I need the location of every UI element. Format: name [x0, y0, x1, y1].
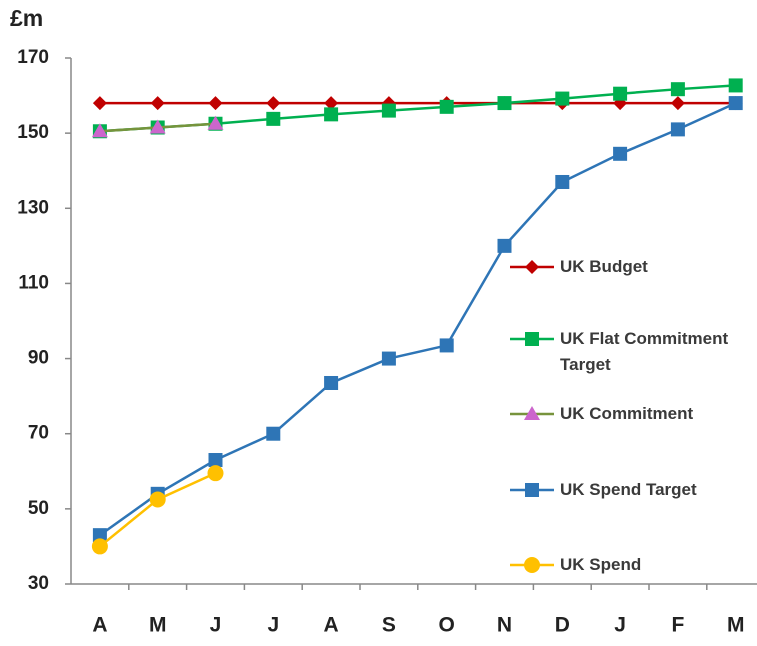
marker: [92, 528, 107, 543]
marker: [266, 111, 281, 126]
x-tick-label: S: [382, 614, 396, 637]
marker: [525, 332, 539, 346]
marker: [208, 96, 223, 111]
x-tick-label: D: [555, 614, 570, 637]
marker: [670, 122, 685, 137]
marker: [524, 406, 540, 420]
marker: [670, 96, 685, 111]
x-tick-label: A: [324, 614, 339, 637]
marker: [381, 103, 396, 118]
series-line: [99, 472, 217, 548]
marker: [150, 96, 165, 111]
x-tick-label: O: [439, 614, 455, 637]
x-tick-label: J: [614, 614, 626, 637]
marker: [324, 107, 339, 122]
series-line: [99, 101, 737, 537]
y-tick-label: 50: [28, 498, 49, 519]
marker: [381, 351, 396, 366]
y-tick-label: 170: [17, 47, 49, 68]
marker: [266, 96, 281, 111]
legend-swatch: [510, 483, 554, 497]
marker: [207, 115, 224, 130]
x-tick-label: A: [92, 614, 107, 637]
y-tick-label: 110: [18, 272, 49, 293]
x-tick-label: J: [267, 614, 279, 637]
legend-swatch: [510, 260, 554, 274]
y-tick-label: 70: [28, 423, 49, 444]
marker: [728, 78, 743, 93]
legend-item: UK Spend Target: [508, 477, 750, 503]
legend-item: UK Flat Commitment Target: [508, 326, 750, 378]
marker: [149, 119, 166, 134]
marker: [555, 174, 570, 189]
marker: [497, 96, 512, 111]
x-tick-label: M: [149, 614, 167, 637]
legend-swatch: [510, 332, 554, 346]
y-tick-label: 30: [28, 573, 49, 594]
legend-label: UK Budget: [560, 257, 648, 276]
marker: [613, 86, 628, 101]
marker: [149, 491, 166, 508]
legend-item: UK Spend: [508, 552, 750, 578]
marker: [208, 453, 223, 468]
x-tick-label: M: [727, 614, 745, 637]
marker: [91, 538, 108, 555]
legend-item: UK Commitment: [508, 401, 750, 427]
marker: [728, 96, 743, 111]
legend-label: UK Spend: [560, 555, 642, 574]
legend-swatch: [510, 406, 554, 420]
marker: [525, 260, 539, 274]
legend-swatch: [510, 557, 554, 573]
y-tick-label: 150: [17, 122, 49, 143]
x-tick-label: J: [210, 614, 222, 637]
marker: [613, 146, 628, 161]
marker: [92, 96, 107, 111]
legend-label: UK Commitment: [560, 404, 694, 423]
marker: [525, 483, 539, 497]
marker: [266, 426, 281, 441]
marker: [324, 96, 339, 111]
marker: [207, 465, 224, 482]
x-tick-label: N: [497, 614, 512, 637]
chart-title: £m: [10, 5, 43, 31]
legend-label: UK Spend Target: [560, 480, 697, 499]
marker: [91, 123, 108, 138]
marker: [439, 99, 454, 114]
y-tick-label: 90: [28, 348, 49, 369]
marker: [555, 91, 570, 106]
y-tick-label: 130: [17, 197, 49, 218]
legend-item: UK Budget: [508, 254, 750, 280]
marker: [524, 557, 540, 573]
marker: [670, 82, 685, 97]
marker: [497, 238, 512, 253]
marker: [439, 338, 454, 353]
marker: [324, 375, 339, 390]
legend-label: UK Flat Commitment Target: [560, 329, 729, 374]
x-tick-label: F: [671, 614, 684, 637]
